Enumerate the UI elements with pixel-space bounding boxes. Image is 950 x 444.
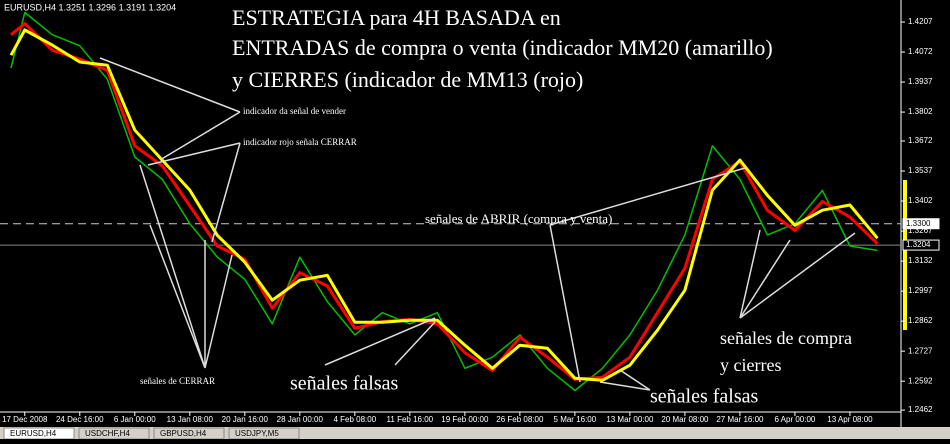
y-tick-label: 1.3132 bbox=[908, 256, 933, 265]
tab-label: GBPUSD,H4 bbox=[160, 429, 207, 438]
title-line: y CIERRES (indicador de MM13 (rojo) bbox=[232, 67, 583, 92]
y-tick-label: 1.2592 bbox=[908, 376, 933, 385]
y-tick-label: 1.2997 bbox=[908, 286, 933, 295]
x-tick-label: 20 Mar 08:00 bbox=[661, 415, 709, 424]
x-tick-label: 11 Feb 16:00 bbox=[387, 415, 434, 424]
x-tick-label: 4 Feb 08:00 bbox=[333, 415, 376, 424]
y-tick-label: 1.4207 bbox=[908, 17, 933, 26]
annotation: y cierres bbox=[720, 355, 781, 375]
title-line: ESTRATEGIA para 4H BASADA en bbox=[232, 5, 561, 30]
x-tick-label: 13 Jan 08:00 bbox=[167, 415, 214, 424]
y-tick-label: 1.3802 bbox=[908, 107, 933, 116]
x-tick-label: 19 Feb 00:00 bbox=[441, 415, 489, 424]
symbol-info: EURUSD,H4 1.3251 1.3296 1.3191 1.3204 bbox=[4, 2, 176, 12]
price-label-box bbox=[902, 239, 940, 251]
price-label-box bbox=[902, 218, 940, 230]
x-tick-label: 17 Dec 2008 bbox=[2, 415, 48, 424]
y-tick-label: 1.4072 bbox=[908, 47, 933, 56]
annotation: señales falsas bbox=[650, 386, 759, 408]
tab-label: USDCHF,H4 bbox=[85, 429, 130, 438]
y-tick-label: 1.3672 bbox=[908, 136, 933, 145]
annotation: indicador rojo señala CERRAR bbox=[243, 137, 357, 147]
price-label: 1.3204 bbox=[906, 240, 931, 249]
indicator-bar bbox=[903, 180, 907, 330]
annotation: señales de CERRAR bbox=[140, 376, 215, 386]
series-line bbox=[10, 22, 879, 381]
x-tick-label: 27 Mar 16:00 bbox=[716, 415, 764, 424]
y-tick-label: 1.3267 bbox=[908, 226, 933, 235]
tab-label: USDJPY,M5 bbox=[235, 429, 279, 438]
x-tick-label: 6 Apr 00:00 bbox=[774, 415, 815, 424]
x-tick-label: 5 Mar 16:00 bbox=[554, 415, 597, 424]
annotation: señales de compra bbox=[720, 328, 852, 348]
annotation: indicador da señal de vender bbox=[243, 106, 346, 116]
x-tick-label: 24 Dec 16:00 bbox=[56, 415, 104, 424]
y-tick-label: 1.3402 bbox=[908, 196, 933, 205]
x-tick-label: 13 Mar 00:00 bbox=[606, 415, 654, 424]
x-tick-label: 26 Feb 08:00 bbox=[496, 415, 544, 424]
y-tick-label: 1.3537 bbox=[908, 166, 933, 175]
y-tick-label: 1.2727 bbox=[908, 346, 933, 355]
title-line: ENTRADAS de compra o venta (indicador MM… bbox=[232, 35, 773, 60]
tab-label: EURUSD,H4 bbox=[10, 429, 57, 438]
annotation: señales falsas bbox=[290, 373, 399, 395]
y-tick-label: 1.2862 bbox=[908, 316, 933, 325]
price-label: 1.3300 bbox=[906, 219, 931, 228]
annotation: señales de ABRIR (compra y venta) bbox=[425, 211, 612, 226]
series-line bbox=[9, 28, 879, 382]
y-tick-label: 1.3937 bbox=[908, 77, 933, 86]
x-tick-label: 20 Jan 16:00 bbox=[222, 415, 269, 424]
x-tick-label: 28 Jan 00:00 bbox=[277, 415, 324, 424]
x-tick-label: 13 Apr 08:00 bbox=[827, 415, 873, 424]
pointers bbox=[99, 57, 856, 391]
x-tick-label: 6 Jan 00:00 bbox=[114, 415, 156, 424]
y-tick-label: 1.2462 bbox=[908, 405, 933, 414]
